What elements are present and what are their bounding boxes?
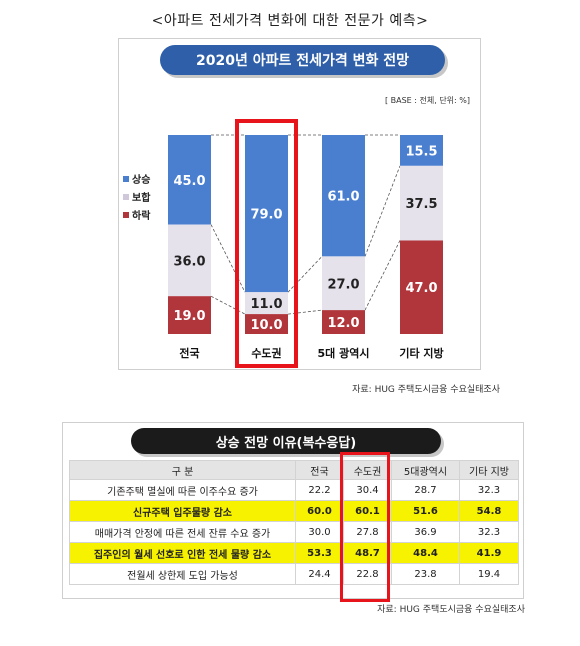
legend-entry: 하락 — [132, 209, 151, 222]
table-cell: 51.6 — [391, 500, 460, 522]
legend-swatch — [123, 194, 129, 200]
table-row: 기존주택 멸실에 따른 이주수요 증가 22.2 30.4 28.7 32.3 — [69, 479, 519, 501]
category-label: 5대 광역시 — [318, 346, 370, 360]
connector-line — [287, 309, 323, 315]
highlight-frame-metro — [235, 119, 298, 368]
table-cell: 32.3 — [459, 479, 519, 501]
table-header-row: 구 분 전국 수도권 5대광역시 기타 지방 — [69, 460, 519, 480]
bar-보합-5대 광역시 — [322, 256, 365, 311]
data-label: 36.0 — [173, 254, 205, 269]
table-row: 매매가격 안정에 따른 전세 잔류 수요 증가 30.0 27.8 36.9 32.3 — [69, 521, 519, 543]
table-cell: 60.0 — [295, 500, 344, 522]
legend-entry: 상승 — [132, 173, 150, 186]
table-row: 집주인의 월세 선호로 인한 전세 물량 감소 53.3 48.7 48.4 41.9 — [69, 542, 519, 564]
bar-보합-수도권 — [245, 292, 288, 315]
bar-하락-수도권 — [245, 314, 288, 334]
chart1-source: 자료: HUG 주택도시금융 수요실태조사 — [352, 385, 500, 395]
data-label: 19.0 — [173, 309, 205, 324]
data-label: 27.0 — [327, 277, 359, 292]
connector-line — [210, 224, 246, 293]
chart1-subtitle: [ BASE : 전체, 단위: %] — [384, 96, 470, 105]
table-cell: 24.4 — [295, 563, 344, 585]
table-cell: 41.9 — [459, 542, 519, 564]
data-label: 37.5 — [405, 197, 437, 212]
connector-line — [210, 295, 246, 315]
bar-상승-수도권 — [245, 135, 288, 293]
table-cell: 30.0 — [295, 521, 344, 543]
column-header: 전국 — [295, 460, 344, 480]
connector-line — [364, 165, 401, 257]
row-label: 매매가격 안정에 따른 전세 잔류 수요 증가 — [69, 521, 296, 543]
legend-swatch — [123, 212, 129, 218]
bar-상승-기타 지방 — [400, 135, 443, 166]
chart2-title: 상승 전망 이유(복수응답) — [131, 428, 441, 454]
table-cell: 32.3 — [459, 521, 519, 543]
table-cell: 28.7 — [391, 479, 460, 501]
data-label: 11.0 — [250, 297, 282, 312]
bar-보합-전국 — [168, 224, 211, 297]
data-label: 12.0 — [327, 316, 359, 331]
data-label: 10.0 — [250, 318, 282, 333]
category-label: 수도권 — [251, 347, 281, 360]
row-label: 기존주택 멸실에 따른 이주수요 증가 — [69, 479, 296, 501]
connector-line — [287, 256, 323, 293]
bar-하락-기타 지방 — [400, 240, 443, 334]
category-label: 기타 지방 — [399, 346, 443, 360]
chart1-plot: 45.0 36.0 19.0 전국 79.0 11.0 10.0 수도권 61.0 27.0 12.… — [123, 119, 444, 368]
data-label: 15.5 — [405, 144, 437, 159]
data-label: 79.0 — [250, 208, 282, 223]
highlight-frame-metro-column — [340, 452, 390, 602]
table-cell: 22.2 — [295, 479, 344, 501]
legend-entry: 보합 — [132, 191, 151, 204]
row-label: 신규주택 입주물량 감소 — [69, 500, 296, 522]
table-cell: 23.8 — [391, 563, 460, 585]
bar-상승-전국 — [168, 135, 211, 225]
table-cell: 19.4 — [459, 563, 519, 585]
chart2-source: 자료: HUG 주택도시금융 수요실태조사 — [377, 605, 525, 615]
category-label: 전국 — [179, 346, 199, 360]
data-label: 45.0 — [173, 174, 205, 189]
legend-swatch — [123, 176, 129, 182]
chart1-title: 2020년 아파트 전세가격 변화 전망 — [160, 45, 445, 75]
table-cell: 54.8 — [459, 500, 519, 522]
row-label: 전월세 상한제 도입 가능성 — [69, 563, 296, 585]
table-cell: 53.3 — [295, 542, 344, 564]
bar-하락-5대 광역시 — [322, 310, 365, 334]
bar-보합-기타 지방 — [400, 165, 443, 241]
table-cell: 36.9 — [391, 521, 460, 543]
column-header: 구 분 — [69, 460, 296, 480]
reason-table: 구 분 전국 수도권 5대광역시 기타 지방 기존주택 멸실에 따른 이주수요 증가 22… — [69, 460, 519, 585]
column-header: 5대광역시 — [391, 460, 460, 480]
table-body: 기존주택 멸실에 따른 이주수요 증가 22.2 30.4 28.7 32.3 신규주택 … — [69, 479, 519, 585]
column-header: 기타 지방 — [459, 460, 519, 480]
data-label: 61.0 — [327, 190, 359, 205]
table-row: 신규주택 입주물량 감소 60.0 60.1 51.6 54.8 — [69, 500, 519, 522]
data-label: 47.0 — [405, 281, 437, 296]
bar-하락-전국 — [168, 296, 211, 334]
page-title: <아파트 전세가격 변화에 대한 전문가 예측> — [151, 13, 429, 29]
table-cell: 48.4 — [391, 542, 460, 564]
row-label: 집주인의 월세 선호로 인한 전세 물량 감소 — [69, 542, 296, 564]
table-row: 전월세 상한제 도입 가능성 24.4 22.8 23.8 19.4 — [69, 563, 519, 585]
column-header: 수도권 — [343, 460, 392, 480]
bar-상승-5대 광역시 — [322, 135, 365, 257]
connector-line — [364, 240, 401, 311]
